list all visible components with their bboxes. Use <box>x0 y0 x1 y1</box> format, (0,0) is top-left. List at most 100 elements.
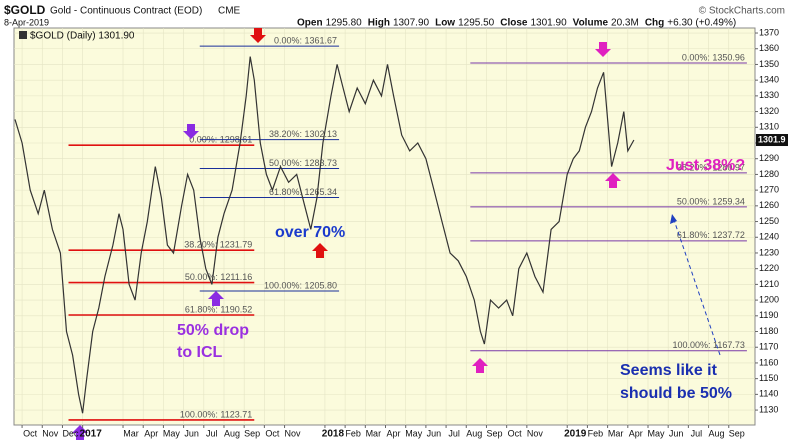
arrow-head <box>670 214 677 224</box>
fib-label: 50.00%: 1211.16 <box>185 272 252 282</box>
quote-name: Volume <box>573 18 609 29</box>
x-tick-label: Aug <box>709 428 725 438</box>
quote-name: Close <box>500 18 528 29</box>
date: 8-Apr-2019 <box>4 17 49 27</box>
watermark: © StockCharts.com <box>699 6 785 17</box>
x-tick-label: Nov <box>527 428 544 438</box>
y-tick-label: 1350 <box>759 59 779 69</box>
quote-name: High <box>368 18 390 29</box>
x-tick-label: Dec <box>62 428 79 438</box>
last-price-label: 1301.9 <box>758 134 786 144</box>
arrows <box>72 28 721 440</box>
y-tick-label: 1200 <box>759 294 779 304</box>
fib-label: 38.20%: 1302.13 <box>269 129 337 139</box>
x-tick-label: Aug <box>466 428 482 438</box>
annotation: Seems like it <box>620 362 718 379</box>
x-tick-label: Mar <box>366 428 382 438</box>
y-tick-label: 1210 <box>759 279 779 289</box>
quote-name: Open <box>297 18 323 29</box>
y-tick-label: 1270 <box>759 185 779 195</box>
y-tick-label: 1160 <box>759 357 778 367</box>
x-tick-label: Jul <box>691 428 703 438</box>
x-tick-label: Jun <box>427 428 442 438</box>
quote-value: +6.30 (+0.49%) <box>667 18 736 29</box>
subtitle: Gold - Continuous Contract (EOD) <box>50 6 202 17</box>
y-tick-label: 1310 <box>759 122 779 132</box>
y-tick-label: 1330 <box>759 90 779 100</box>
y-tick-label: 1180 <box>759 326 778 336</box>
fib-label: 61.80%: 1190.52 <box>185 304 252 314</box>
annotation: should be 50% <box>620 385 732 402</box>
y-tick-label: 1260 <box>759 200 779 210</box>
plot-area <box>13 27 756 426</box>
y-tick-label: 1190 <box>759 310 778 320</box>
quote-name: Chg <box>645 18 664 29</box>
x-tick-label: Mar <box>123 428 139 438</box>
y-tick-label: 1230 <box>759 247 779 257</box>
x-tick-label: Jul <box>448 428 460 438</box>
y-tick-label: 1370 <box>759 27 779 37</box>
x-tick-label: Sep <box>729 428 745 438</box>
x-tick-label: Apr <box>144 428 158 438</box>
x-tick-label: May <box>163 428 181 438</box>
arrow <box>605 173 621 188</box>
y-tick-label: 1340 <box>759 75 779 85</box>
x-tick-label: Oct <box>23 428 38 438</box>
x-tick-label: Jul <box>206 428 218 438</box>
quote-value: 1295.50 <box>458 18 495 29</box>
y-tick-label: 1220 <box>759 263 779 273</box>
fib-label: 100.00%: 1205.80 <box>264 280 337 290</box>
y-tick-label: 1170 <box>759 342 778 352</box>
x-tick-label: Nov <box>285 428 302 438</box>
symbol: $GOLD <box>4 3 46 17</box>
quote-value: 1307.90 <box>393 18 430 29</box>
x-tick-label: Jun <box>669 428 684 438</box>
arrow <box>312 243 328 258</box>
y-tick-label: 1290 <box>759 153 779 163</box>
x-tick-label: Mar <box>608 428 624 438</box>
fib-label: 0.00%: 1361.67 <box>274 35 337 45</box>
annotation: 50% drop <box>177 322 249 339</box>
last-price-box <box>756 134 788 147</box>
y-tick-label: 1320 <box>759 106 779 116</box>
arrow <box>183 124 199 139</box>
x-tick-label: Feb <box>588 428 604 438</box>
annotation: over 70% <box>275 224 345 241</box>
fib-label: 100.00%: 1167.73 <box>673 340 745 350</box>
y-tick-label: 1280 <box>759 169 779 179</box>
price-line <box>14 56 635 414</box>
arrow <box>208 291 224 306</box>
legend-swatch <box>19 31 27 39</box>
y-tick-label: 1240 <box>759 232 779 242</box>
x-tick-label: Apr <box>629 428 643 438</box>
y-tick-label: 1360 <box>759 43 779 53</box>
x-tick-label: Oct <box>265 428 280 438</box>
x-tick-label: Sep <box>486 428 502 438</box>
arrow <box>595 42 611 57</box>
fib-label: 38.20%: 1280.97 <box>677 162 745 172</box>
y-tick-label: 1140 <box>759 389 778 399</box>
x-tick-label: Jun <box>184 428 199 438</box>
legend-label: $GOLD (Daily) 1301.90 <box>30 31 135 42</box>
x-tick-label: Feb <box>345 428 361 438</box>
arrow <box>72 425 88 440</box>
x-tick-label: Oct <box>508 428 523 438</box>
x-tick-label: 2017 <box>80 429 103 440</box>
x-tick-label: 2019 <box>564 429 587 440</box>
exchange: CME <box>218 6 241 17</box>
quote-name: Low <box>435 18 455 29</box>
quote-value: 1301.90 <box>530 18 567 29</box>
x-tick-label: Apr <box>387 428 401 438</box>
quote: Open 1295.80 High 1307.90 Low 1295.50 Close 130… <box>297 18 736 29</box>
x-tick-label: Sep <box>244 428 260 438</box>
fib-label: 61.80%: 1265.34 <box>269 187 337 197</box>
y-tick-label: 1150 <box>759 373 778 383</box>
y-tick-label: 1130 <box>759 404 778 414</box>
annotation: to ICL <box>177 344 223 361</box>
quote-value: 20.3M <box>611 18 639 29</box>
price <box>14 56 635 414</box>
arrow <box>250 28 266 43</box>
fib-label: 100.00%: 1123.71 <box>180 409 252 419</box>
